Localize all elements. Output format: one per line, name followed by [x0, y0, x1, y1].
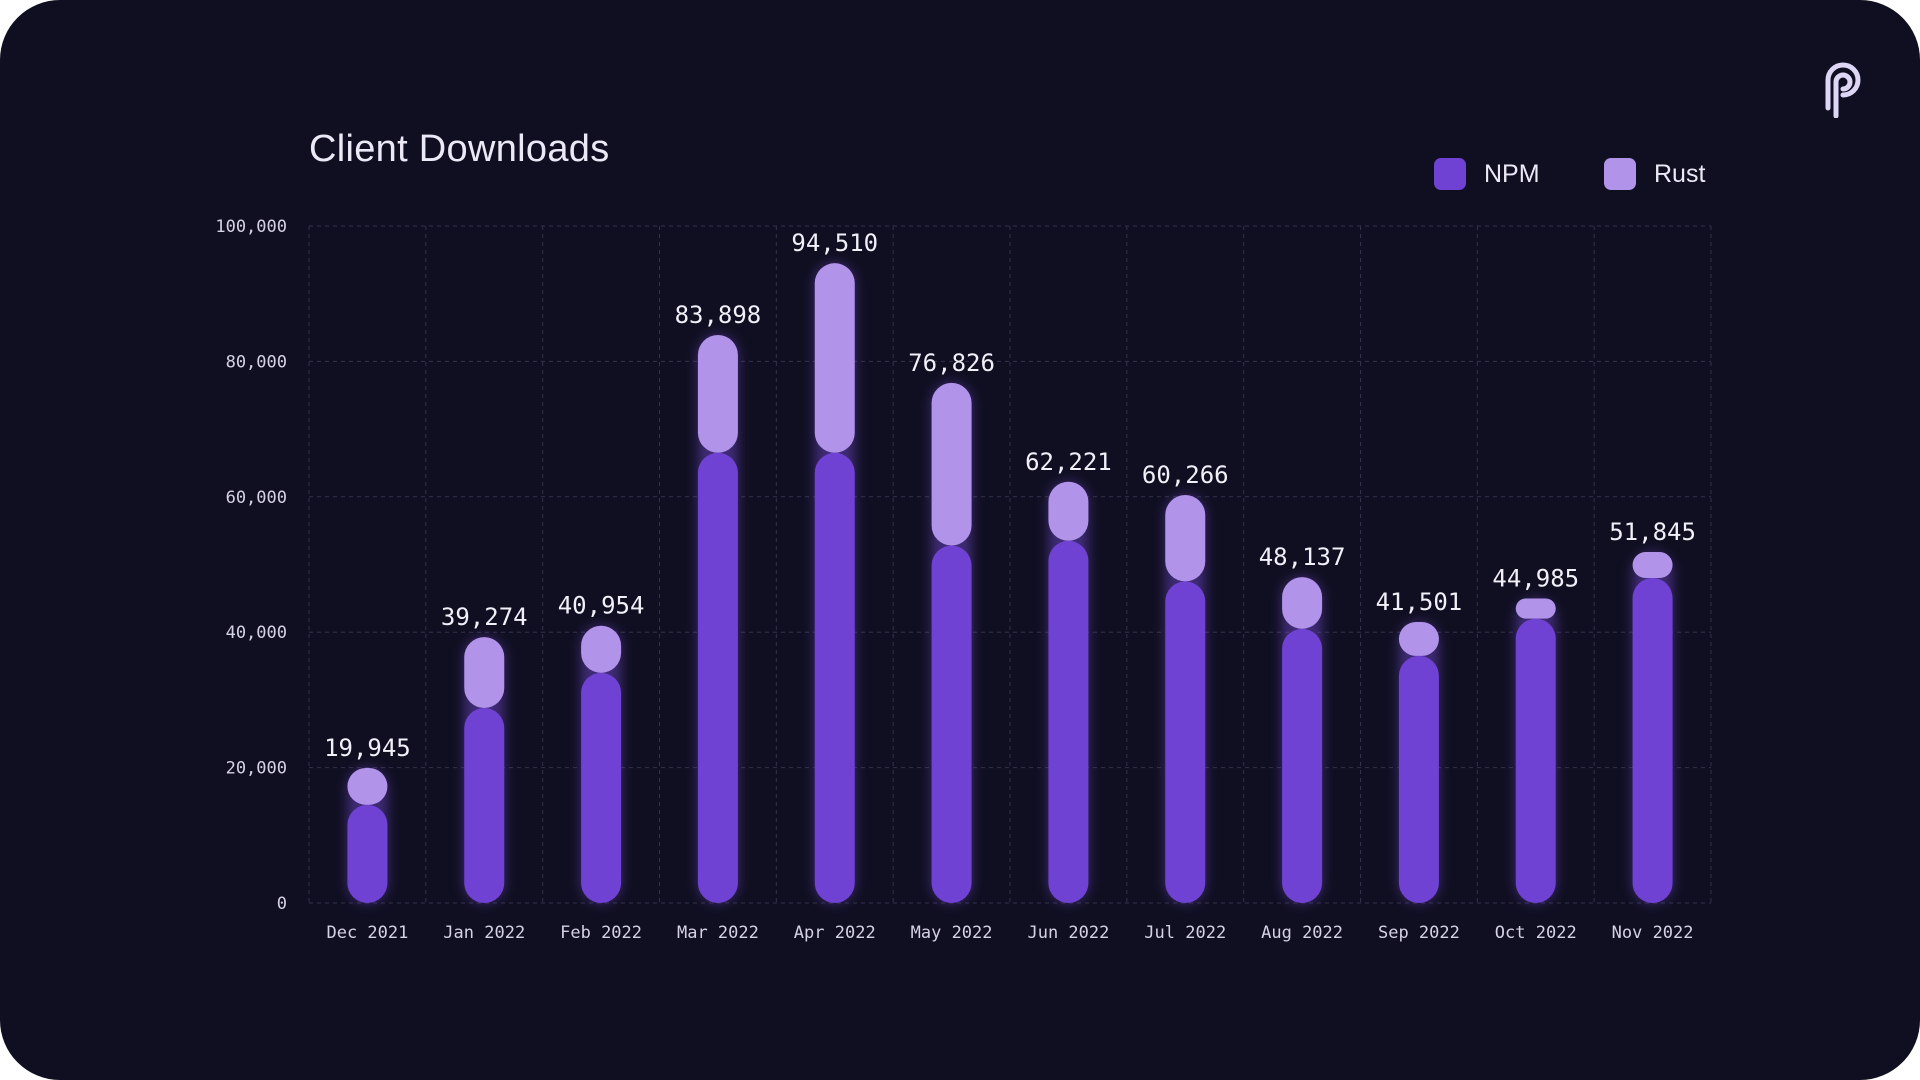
- x-tick-label: Sep 2022: [1378, 923, 1460, 943]
- bar-rust: [697, 335, 738, 453]
- x-axis: Dec 2021 Jan 2022 Feb 2022 Mar 2022 Apr 2022…: [326, 923, 1693, 943]
- y-tick-label: 20,000: [226, 759, 287, 779]
- bar-group: [1398, 622, 1439, 903]
- bar-rust: [347, 767, 388, 805]
- bar-npm: [1398, 655, 1439, 903]
- x-tick-label: Jul 2022: [1144, 923, 1226, 943]
- bar-total-label: 62,221: [1025, 448, 1112, 476]
- bar-group: [347, 767, 388, 903]
- legend-item-rust: Rust: [1604, 156, 1705, 192]
- x-tick-label: Oct 2022: [1495, 923, 1577, 943]
- bar-rust: [931, 382, 972, 546]
- bar-npm: [1282, 628, 1323, 903]
- bar-npm: [697, 452, 738, 903]
- bar-rust: [1165, 494, 1206, 582]
- bar-group: [814, 263, 855, 903]
- x-tick-label: Nov 2022: [1612, 923, 1694, 943]
- bar-npm: [1515, 618, 1556, 903]
- legend-item-npm: NPM: [1434, 156, 1540, 192]
- brand-logo-icon: [1825, 62, 1861, 118]
- bar-group: [1515, 598, 1556, 903]
- bar-group: [931, 382, 972, 904]
- bar-npm: [464, 708, 505, 903]
- x-tick-label: Jun 2022: [1027, 923, 1109, 943]
- bar-total-label: 83,898: [675, 301, 762, 329]
- bar-rust: [464, 637, 505, 709]
- bar-npm: [814, 452, 855, 903]
- y-tick-label: 100,000: [215, 217, 287, 237]
- x-tick-label: Mar 2022: [677, 923, 759, 943]
- x-tick-label: Dec 2021: [326, 923, 408, 943]
- bar-rust: [1048, 481, 1089, 541]
- bar-group: [1632, 552, 1673, 903]
- x-tick-label: May 2022: [911, 923, 993, 943]
- bar-rust: [1515, 598, 1556, 619]
- bar-rust: [814, 263, 855, 453]
- bar-npm: [1632, 578, 1673, 903]
- total-labels: 19,945 39,274 40,954 83,898 94,510 76,826 62,2…: [324, 229, 1696, 762]
- bar-total-label: 51,845: [1609, 518, 1696, 546]
- legend-swatch-rust: [1604, 158, 1636, 190]
- bar-npm: [1165, 581, 1206, 903]
- bar-total-label: 94,510: [791, 229, 878, 257]
- bar-rust: [1398, 622, 1439, 656]
- bar-total-label: 40,954: [558, 592, 645, 620]
- bar-total-label: 76,826: [908, 349, 995, 377]
- bar-total-label: 41,501: [1376, 588, 1463, 616]
- legend-swatch-npm: [1434, 158, 1466, 190]
- bars: [347, 263, 1673, 904]
- bar-rust: [1282, 577, 1323, 629]
- legend-label-rust: Rust: [1654, 159, 1706, 188]
- grid-lines: [308, 225, 1712, 904]
- y-axis: 0 20,000 40,000 60,000 80,000 100,000: [215, 217, 287, 914]
- bar-group: [464, 637, 505, 903]
- bar-group: [697, 335, 738, 904]
- bar-rust: [581, 625, 622, 673]
- y-tick-label: 80,000: [226, 352, 287, 372]
- bar-npm: [1048, 540, 1089, 903]
- bar-group: [581, 625, 622, 903]
- x-tick-label: Apr 2022: [794, 923, 876, 943]
- bar-total-label: 39,274: [441, 603, 528, 631]
- bar-total-label: 19,945: [324, 734, 411, 762]
- bar-npm: [347, 804, 388, 903]
- y-tick-label: 40,000: [226, 623, 287, 643]
- bar-npm: [931, 545, 972, 903]
- x-tick-label: Feb 2022: [560, 923, 642, 943]
- bar-rust: [1632, 552, 1673, 579]
- x-tick-label: Jan 2022: [443, 923, 525, 943]
- chart-title: Client Downloads: [309, 128, 610, 170]
- bar-group: [1282, 577, 1323, 903]
- bar-total-label: 60,266: [1142, 461, 1229, 489]
- y-tick-label: 0: [277, 894, 287, 914]
- bar-group: [1165, 494, 1206, 903]
- x-tick-label: Aug 2022: [1261, 923, 1343, 943]
- bar-total-label: 48,137: [1259, 543, 1346, 571]
- y-tick-label: 60,000: [226, 488, 287, 508]
- legend-label-npm: NPM: [1484, 159, 1540, 188]
- bar-group: [1048, 481, 1089, 903]
- bar-npm: [581, 672, 622, 903]
- bar-total-label: 44,985: [1492, 564, 1579, 592]
